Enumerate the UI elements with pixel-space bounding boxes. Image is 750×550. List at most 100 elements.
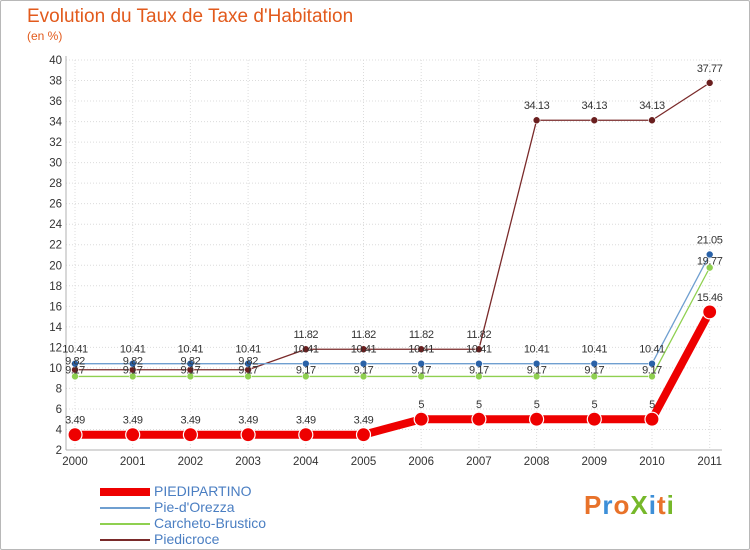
data-label-3-7: 11.82: [467, 329, 492, 341]
y-tick-label: 26: [49, 199, 62, 211]
data-label-0-9: 5: [591, 399, 597, 411]
data-label-1-6: 10.41: [408, 344, 434, 356]
chart-title: Evolution du Taux de Taxe d'Habitation: [27, 6, 354, 27]
data-label-0-10: 5: [649, 399, 655, 411]
data-label-0-1: 3.49: [123, 415, 143, 427]
point-2-9: [590, 372, 599, 381]
data-label-1-9: 10.41: [582, 344, 608, 356]
data-label-1-11: 21.05: [697, 234, 723, 246]
data-label-2-5: 9.17: [354, 364, 374, 376]
x-tick-label: 2008: [524, 456, 550, 468]
data-label-2-0: 9.17: [65, 364, 85, 376]
y-tick-label: 38: [49, 76, 62, 88]
legend: PIEDIPARTINO Pie-d'Orezza Carcheto-Brust…: [100, 483, 420, 548]
point-3-9: [590, 116, 599, 125]
point-0-0: [67, 427, 83, 443]
legend-label-piedipartino: PIEDIPARTINO: [154, 483, 252, 499]
y-tick-label: 14: [49, 322, 62, 334]
chart-unit-label: (en %): [27, 29, 63, 43]
y-tick-label: 28: [49, 178, 62, 190]
data-label-2-10: 9.17: [642, 364, 662, 376]
point-0-11: [702, 304, 718, 320]
point-3-10: [648, 116, 656, 125]
x-tick-label: 2001: [120, 456, 146, 468]
point-3-11: [705, 79, 714, 87]
data-label-1-0: 10.41: [62, 344, 88, 356]
point-0-8: [528, 411, 545, 427]
x-tick-label: 2000: [62, 456, 88, 468]
y-tick-label: 20: [49, 260, 62, 272]
legend-label-piedicroce: Piedicroce: [154, 531, 220, 547]
legend-item-pie-d-orezza: Pie-d'Orezza: [100, 499, 420, 516]
data-label-1-1: 10.41: [120, 344, 146, 356]
data-label-2-4: 9.17: [296, 364, 316, 376]
logo-letter: i: [648, 490, 657, 520]
data-label-1-7: 10.41: [466, 344, 492, 356]
point-1-2: [186, 359, 195, 368]
data-label-3-3: 9.82: [238, 356, 258, 368]
series-lines: [67, 79, 718, 443]
data-label-3-11: 37.77: [697, 63, 723, 75]
data-label-3-8: 34.13: [524, 100, 550, 112]
point-2-3: [244, 372, 252, 381]
point-0-4: [298, 427, 314, 443]
legend-swatch-carcheto-brustico: [100, 523, 150, 525]
legend-item-piedipartino: PIEDIPARTINO: [100, 483, 420, 500]
data-label-3-1: 9.82: [123, 356, 143, 368]
point-3-7: [475, 345, 483, 354]
data-label-2-11: 19.77: [697, 256, 723, 268]
data-label-0-7: 5: [476, 399, 482, 411]
data-label-3-4: 11.82: [293, 329, 318, 341]
series-line-0: [71, 307, 714, 439]
series-line-1: [74, 253, 711, 365]
legend-item-carcheto-brustico: Carcheto-Brustico: [100, 515, 420, 532]
point-1-0: [71, 359, 79, 368]
data-label-1-5: 10.41: [351, 344, 377, 356]
point-1-5: [359, 359, 368, 368]
data-label-3-9: 34.13: [582, 100, 608, 112]
point-3-8: [532, 116, 541, 125]
y-tick-label: 4: [56, 424, 63, 436]
data-label-3-10: 34.13: [639, 100, 665, 112]
y-tick-label: 36: [49, 96, 62, 108]
series-line-3: [74, 82, 711, 371]
data-label-0-0: 3.49: [65, 415, 85, 427]
data-label-1-8: 10.41: [524, 344, 550, 356]
data-label-1-2: 10.41: [178, 344, 204, 356]
x-tick-label: 2003: [235, 456, 261, 468]
point-1-1: [128, 359, 137, 368]
point-2-11: [705, 263, 714, 272]
point-2-8: [532, 372, 541, 381]
data-labels: 3.49 3.49 3.49 3.49 3.49 3.49 5 5 5 5 5 15.46 10.41 1…: [62, 63, 723, 427]
point-2-4: [301, 372, 310, 381]
y-tick-label: 30: [49, 158, 62, 170]
point-1-11: [705, 250, 714, 259]
data-label-0-2: 3.49: [180, 415, 200, 427]
point-1-3: [244, 359, 252, 368]
data-label-2-2: 9.17: [180, 364, 200, 376]
data-label-1-4: 10.41: [293, 344, 319, 356]
logo-letter: P: [584, 490, 603, 520]
logo-letter: X: [630, 490, 649, 520]
series-line-2: [74, 266, 711, 378]
y-tick-label: 24: [49, 219, 62, 231]
x-tick-label: 2007: [466, 456, 492, 468]
legend-item-piedicroce: Piedicroce: [100, 531, 420, 548]
y-tick-label: 22: [49, 240, 62, 252]
data-label-2-7: 9.17: [469, 364, 489, 376]
data-label-1-3: 10.41: [235, 344, 261, 356]
point-0-6: [413, 411, 429, 427]
data-label-0-11: 15.46: [697, 292, 723, 304]
x-tick-label: 2002: [178, 456, 204, 468]
legend-label-carcheto-brustico: Carcheto-Brustico: [154, 515, 267, 531]
grid-lines: [66, 59, 722, 450]
point-3-6: [417, 345, 426, 354]
data-label-1-10: 10.41: [639, 344, 665, 356]
data-label-2-1: 9.17: [123, 364, 143, 376]
point-0-9: [586, 411, 602, 427]
point-0-5: [355, 427, 372, 443]
data-label-0-8: 5: [534, 399, 540, 411]
y-tick-label: 34: [49, 117, 62, 129]
point-3-5: [359, 345, 368, 354]
